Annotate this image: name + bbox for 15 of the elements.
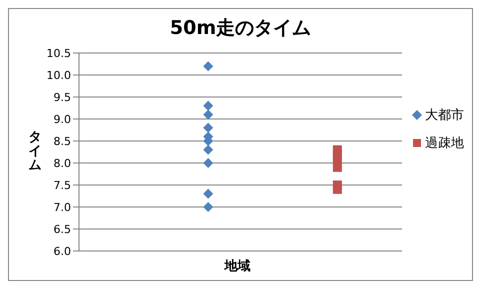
y-axis-title: タイム xyxy=(28,130,42,173)
chart-title: 50m走のタイム xyxy=(168,16,312,41)
y-tick-label: 6.5 xyxy=(54,222,71,236)
y-tick-label: 8.0 xyxy=(54,156,71,170)
legend-label: 大都市 xyxy=(425,107,464,124)
y-tick-label: 10.0 xyxy=(46,68,71,82)
y-tick-label: 10.5 xyxy=(46,46,71,60)
y-tick-label: 7.5 xyxy=(54,178,71,192)
y-tick-label: 9.0 xyxy=(54,112,71,126)
x-axis-title: 地域 xyxy=(223,258,252,275)
y-tick-label: 7.0 xyxy=(54,200,71,214)
y-tick-label: 9.5 xyxy=(54,90,71,104)
y-tick-label: 6.0 xyxy=(54,244,71,258)
y-tick-label: 8.5 xyxy=(54,134,71,148)
legend-label: 過疎地 xyxy=(425,135,464,152)
